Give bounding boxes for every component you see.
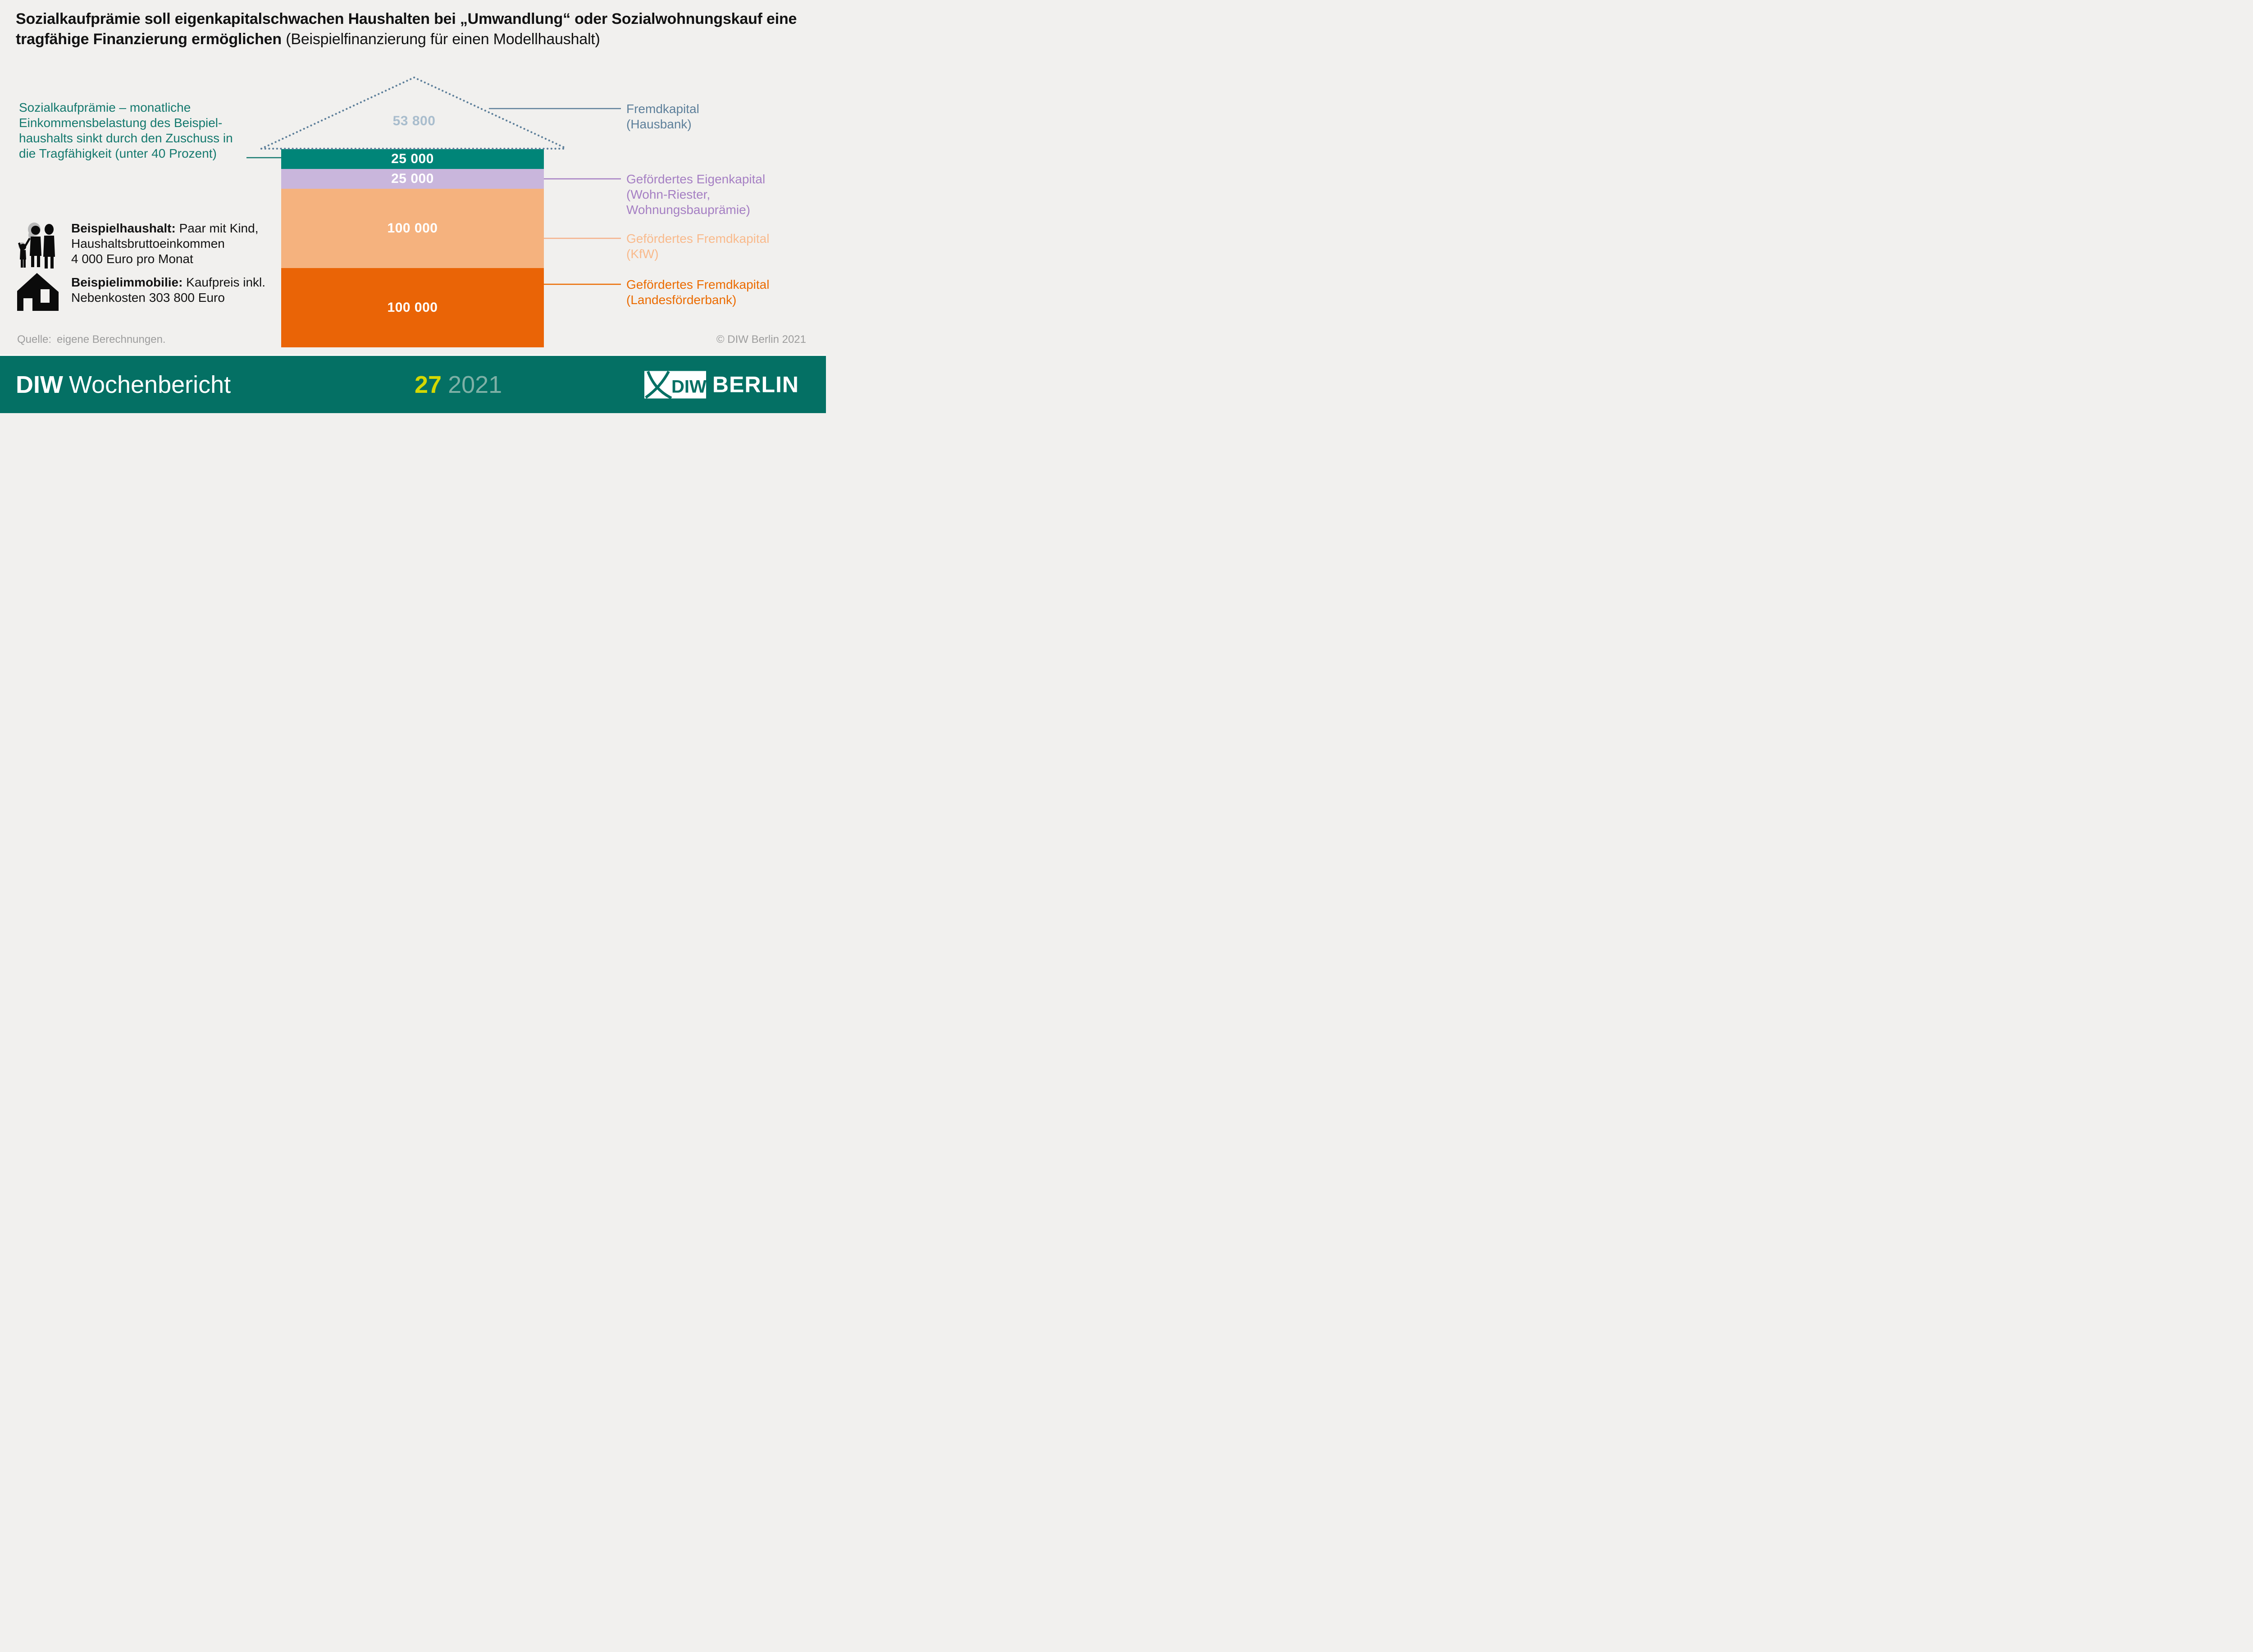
issue-and-year: 27 2021: [415, 371, 502, 399]
family-icon: [18, 223, 55, 269]
title-line-2-regular: (Beispielfinanzierung für einen Modellha…: [281, 31, 600, 48]
example-household: Beispielhaushalt: Paar mit Kind, Haushal…: [71, 221, 258, 267]
legend-fremdkapital-hausbank: Fremdkapital (Hausbank): [626, 101, 699, 132]
roof-segment-value: 53 800: [392, 114, 436, 128]
brand-regular: Wochenbericht: [68, 371, 231, 398]
property-line-1: Beispielimmobilie: Kaufpreis inkl.: [71, 275, 265, 290]
legend-line: (Hausbank): [626, 117, 692, 131]
household-line-1: Beispielhaushalt: Paar mit Kind,: [71, 221, 258, 236]
infographic-diw-wochenbericht: Sozialkaufprämie soll eigenkapitalschwac…: [0, 0, 826, 413]
legend-line: (Wohn-Riester,: [626, 187, 711, 201]
roof-dotted-outline: [260, 76, 568, 150]
legend-line: Gefördertes Fremdkapital: [626, 232, 770, 246]
property-label: Beispielimmobilie:: [71, 275, 183, 289]
source-label: Quelle:: [17, 333, 52, 346]
annotation-line-2: Einkommensbelastung des Beispiel-: [19, 116, 223, 130]
legend-gefoerdertes-fremdkapital-kfw: Gefördertes Fremdkapital (KfW): [626, 231, 769, 262]
bar-segment-gefoerdertes-fremdkapital-kfw: 100 000: [281, 189, 544, 268]
bar-segment-gefoerdertes-fremdkapital-landesfoerderbank: 100 000: [281, 268, 544, 347]
legend-gefoerdertes-eigenkapital: Gefördertes Eigenkapital (Wohn-Riester, …: [626, 172, 765, 218]
household-line-2: Haushaltsbruttoeinkommen: [71, 237, 225, 250]
logo-berlin-text: BERLIN: [712, 372, 799, 397]
page-title: Sozialkaufprämie soll eigenkapitalschwac…: [16, 9, 797, 50]
logo-diw-text: DIW: [671, 377, 706, 396]
household-line-1-rest: Paar mit Kind,: [175, 221, 259, 235]
diw-logo-icon: DIW: [644, 371, 706, 398]
legend-line: Wohnungsbauprämie): [626, 203, 750, 217]
brand-diw-wochenbericht: DIW Wochenbericht: [16, 371, 231, 399]
issue-number: 27: [415, 371, 442, 398]
legend-gefoerdertes-fremdkapital-landesfoerderbank: Gefördertes Fremdkapital (Landesförderba…: [626, 277, 769, 308]
stacked-bar: 25 000 25 000 100 000 100 000: [281, 149, 544, 347]
legend-line: (KfW): [626, 247, 659, 261]
title-line-2-bold: tragfähige Finanzierung ermöglichen: [16, 31, 282, 48]
legend-line: (Landesförderbank): [626, 293, 737, 307]
annotation-term: Sozialkaufprämie: [19, 100, 116, 114]
segment-value: 100 000: [387, 300, 438, 315]
legend-line: Gefördertes Eigenkapital: [626, 172, 766, 186]
household-line-3: 4 000 Euro pro Monat: [71, 252, 193, 266]
bar-segment-gefoerdertes-eigenkapital: 25 000: [281, 169, 544, 189]
annotation-line-1: Sozialkaufprämie – monatliche: [19, 100, 233, 115]
bar-segment-sozialkaufpraemie: 25 000: [281, 149, 544, 169]
source-text: eigene Berechnungen.: [57, 333, 166, 346]
copyright-note: © DIW Berlin 2021: [716, 333, 806, 346]
footer-bar: DIW Wochenbericht 27 2021 DIW BERLIN: [0, 355, 826, 413]
title-line-2: tragfähige Finanzierung ermöglichen (Bei…: [16, 29, 797, 50]
legend-line: Fremdkapital: [626, 102, 699, 116]
legend-line: Gefördertes Fremdkapital: [626, 278, 770, 291]
segment-value: 25 000: [391, 171, 434, 186]
annotation-line-4: die Tragfähigkeit (unter 40 Prozent): [19, 146, 217, 160]
title-line-1: Sozialkaufprämie soll eigenkapitalschwac…: [16, 10, 797, 27]
segment-value: 100 000: [387, 221, 438, 236]
issue-year: 2021: [448, 371, 502, 398]
house-icon: [17, 273, 59, 311]
annotation-line-3: haushalts sinkt durch den Zuschuss in: [19, 131, 233, 145]
example-property: Beispielimmobilie: Kaufpreis inkl. Neben…: [71, 275, 265, 305]
property-line-1-rest: Kaufpreis inkl.: [182, 275, 266, 289]
annotation-sozialkaufpraemie: Sozialkaufprämie – monatliche Einkommens…: [19, 100, 233, 161]
source-note: Quelle: eigene Berechnungen.: [17, 333, 166, 346]
brand-bold: DIW: [16, 371, 63, 398]
annotation-line-1-rest: – monatliche: [115, 100, 191, 114]
diw-berlin-logo: DIW BERLIN: [644, 371, 799, 398]
segment-value: 25 000: [391, 151, 434, 166]
property-line-2: Nebenkosten 303 800 Euro: [71, 291, 225, 305]
household-label: Beispielhaushalt:: [71, 221, 176, 235]
